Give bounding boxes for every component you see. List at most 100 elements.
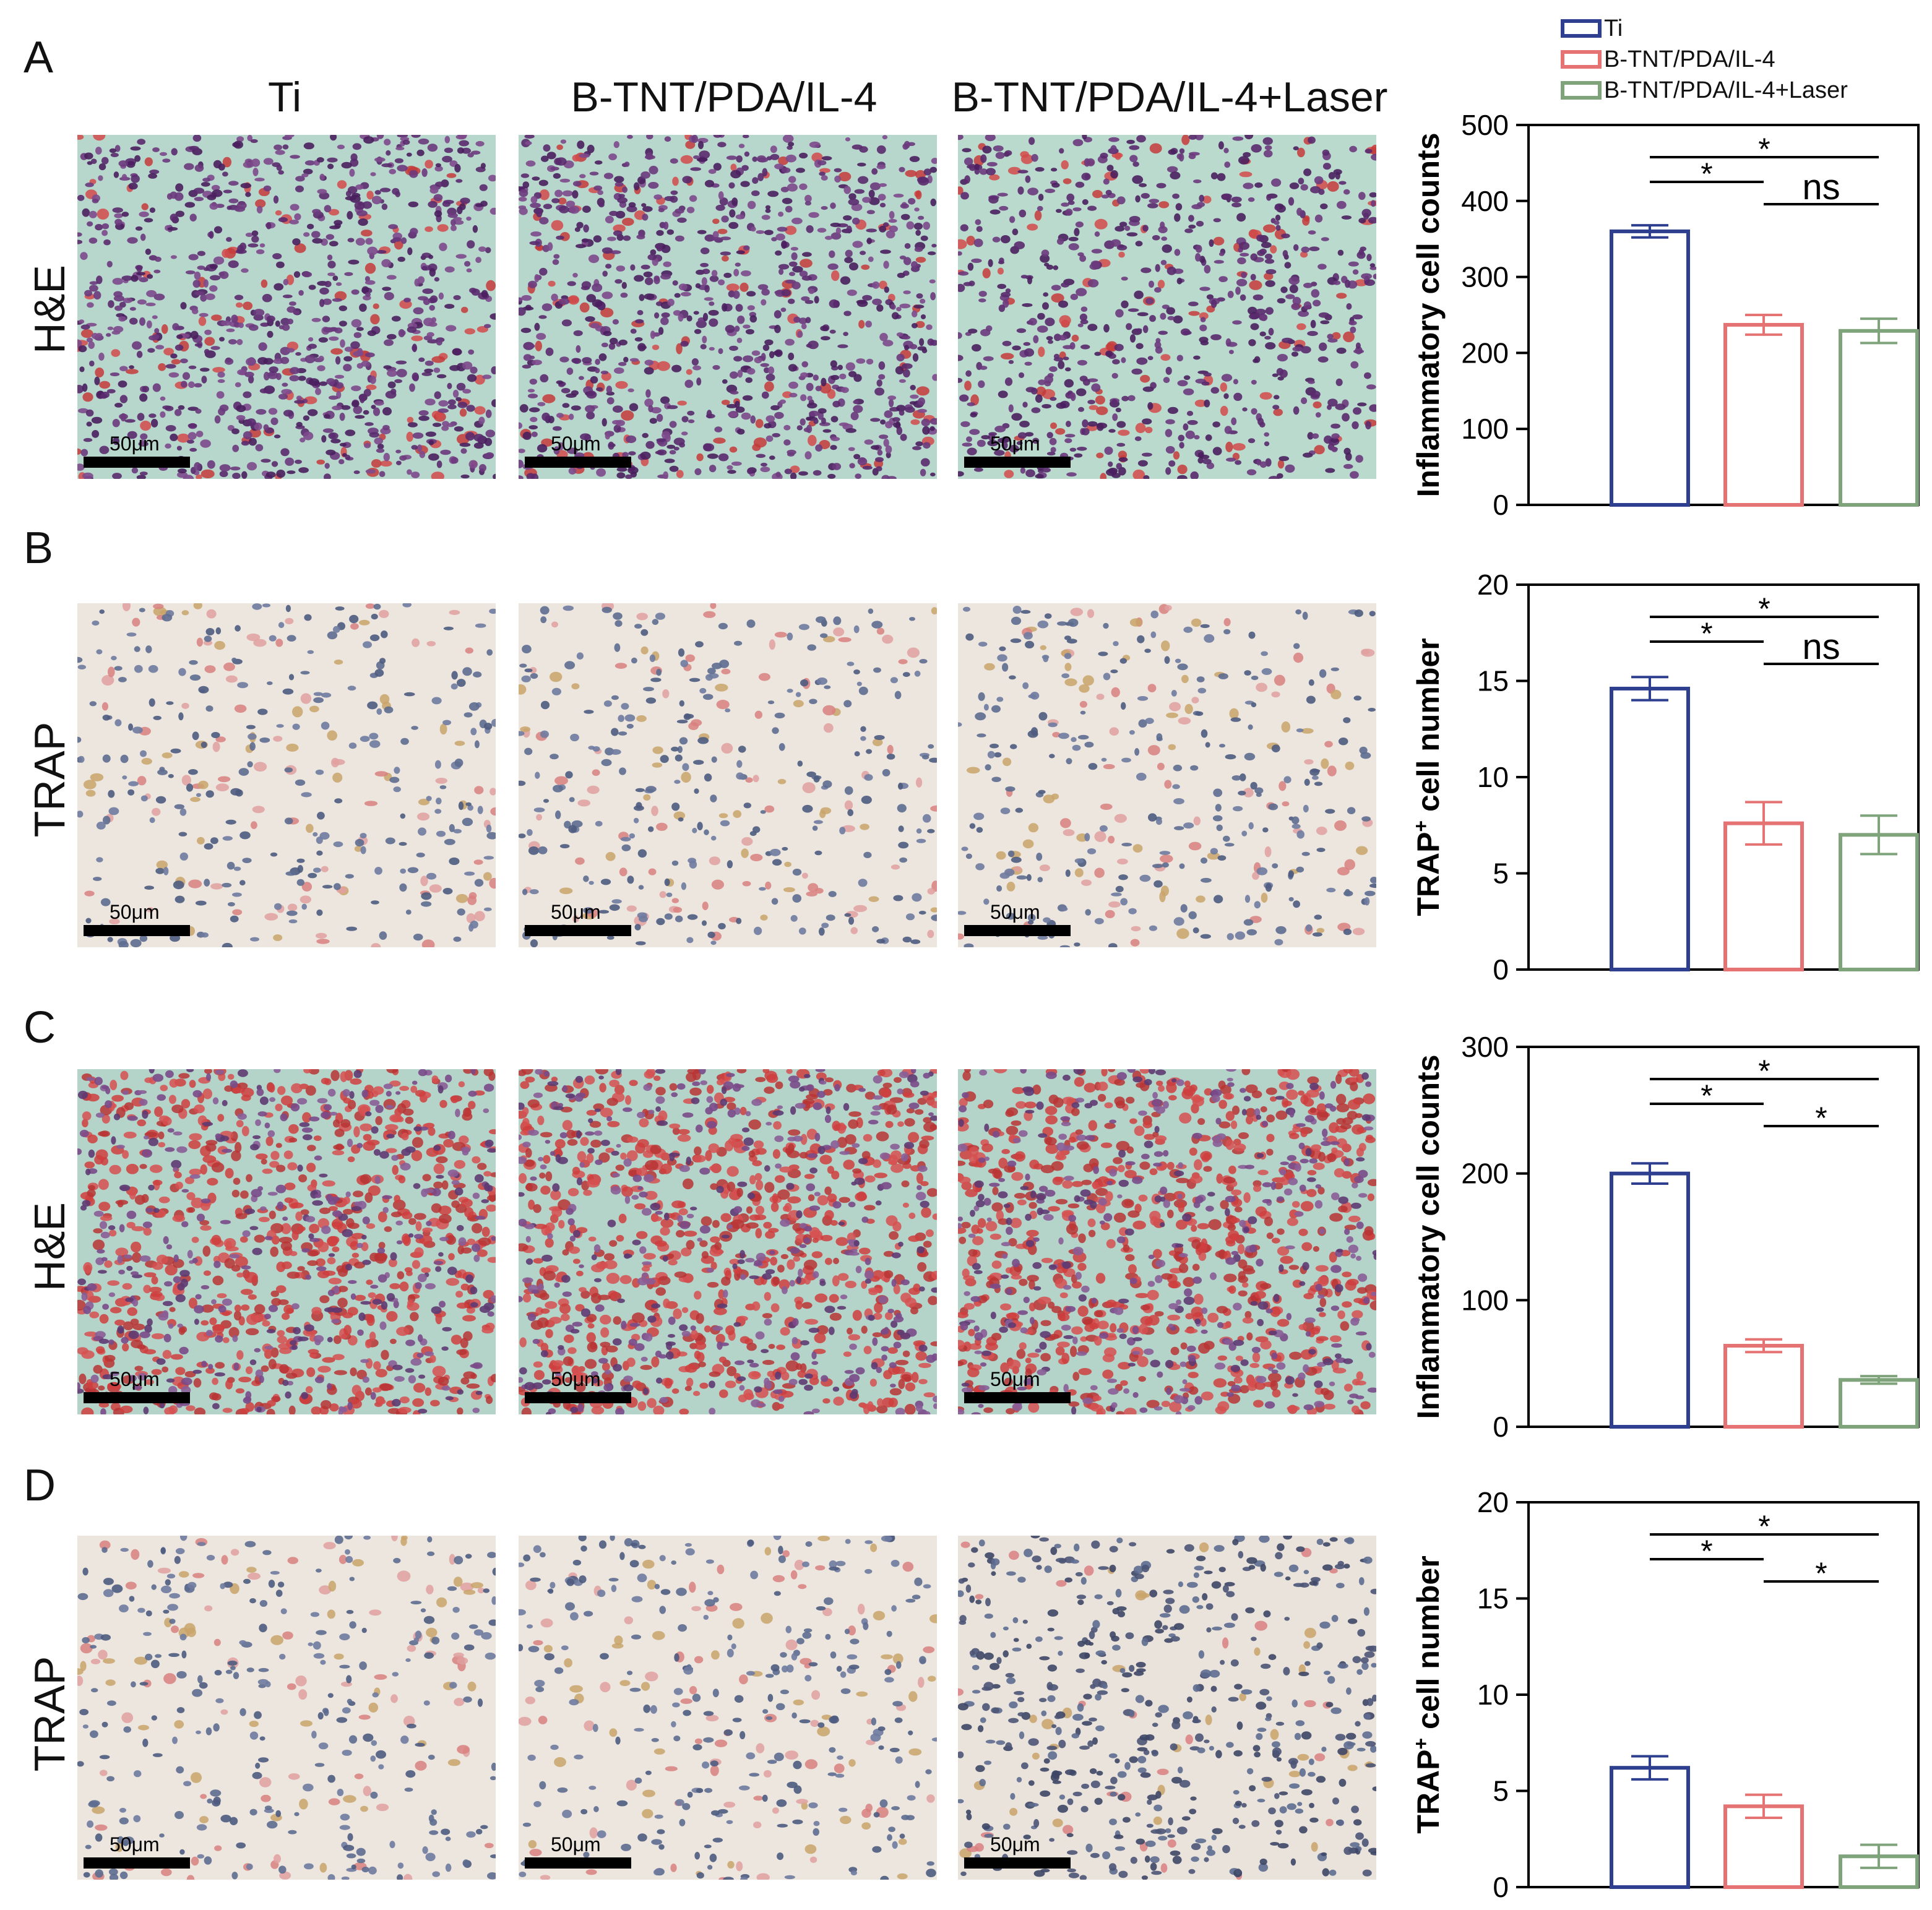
scale-bar [964, 457, 1071, 468]
chart-d-sig-label-1: * [1758, 1509, 1770, 1544]
scale-bar-label: 50μm [110, 432, 160, 455]
chart-d-ylabel-sup: + [1410, 1738, 1432, 1750]
chart-c-ytick-label: 0 [1493, 1411, 1509, 1443]
micrograph-r2-c3: 50μm [958, 603, 1376, 947]
scale-bar-label: 50μm [990, 432, 1040, 455]
chart-c-sig-label-3: * [1815, 1101, 1827, 1135]
legend-label-il4-laser: B-TNT/PDA/IL-4+Laser [1604, 77, 1848, 103]
column-title-ti: Ti [267, 74, 302, 121]
micrograph-r3-c2: 50μm [519, 1069, 937, 1414]
chart-d-ytick-label: 15 [1477, 1583, 1509, 1615]
micrograph-tissue [958, 135, 1376, 479]
scale-bar [964, 925, 1071, 936]
chart-a-bar-3 [1839, 329, 1919, 507]
panel-letter-c: C [24, 1003, 56, 1052]
chart-d-ylabel-rest: cell number [1411, 1555, 1446, 1738]
micrograph-tissue [958, 1069, 1376, 1414]
chart-b-ytick-label: 10 [1477, 761, 1509, 793]
legend-item-il4-laser: B-TNT/PDA/IL-4+Laser [1561, 77, 1848, 103]
scale-bar-label: 50μm [551, 901, 601, 923]
scale-bar-label: 50μm [990, 1833, 1040, 1856]
micrograph-r1-c2: 50μm [519, 135, 937, 479]
micrograph-r4-c3: 50μm [958, 1536, 1376, 1880]
legend-label-ti: Ti [1604, 15, 1623, 41]
chart-d-ylabel-main: TRAP [1411, 1750, 1446, 1834]
chart-a-bar-1 [1610, 229, 1690, 507]
micrograph-tissue [519, 1536, 937, 1880]
micrograph-tissue [77, 1536, 496, 1880]
chart-b-sig-label-1: * [1758, 591, 1770, 626]
micrograph-r2-c2: 50μm [519, 603, 937, 947]
micrograph-r4-c2: 50μm [519, 1536, 937, 1880]
scale-bar-label: 50μm [110, 1368, 160, 1390]
chart-b-ylabel: TRAP+ cell number [1410, 638, 1446, 916]
scale-bar [84, 1857, 190, 1869]
chart-d-ylabel: TRAP+ cell number [1410, 1555, 1446, 1833]
micrograph-tissue [958, 603, 1376, 947]
chart-b-ytick-label: 0 [1493, 953, 1509, 986]
chart-d-ytick-label: 0 [1493, 1871, 1509, 1903]
scale-bar-label: 50μm [551, 432, 601, 455]
chart-d-sig-label-3: * [1815, 1556, 1827, 1591]
chart-c-ytick-label: 100 [1461, 1284, 1509, 1316]
chart-b-ytick-label: 15 [1477, 665, 1509, 697]
chart-c-sig-label-1: * [1758, 1054, 1770, 1088]
scale-bar [525, 1392, 631, 1403]
scale-bar-label: 50μm [990, 1368, 1040, 1390]
chart-b-ylabel-rest: cell number [1411, 638, 1446, 820]
legend-swatch-il4 [1561, 50, 1602, 69]
micrograph-tissue [958, 1536, 1376, 1880]
scale-bar [525, 925, 631, 936]
scale-bar-label: 50μm [551, 1833, 601, 1856]
chart-a-ytick-label: 500 [1461, 109, 1509, 141]
chart-a-ytick-label: 300 [1461, 261, 1509, 293]
micrograph-r3-c3: 50μm [958, 1069, 1376, 1414]
chart-a-ylabel: Inflammatory cell counts [1411, 132, 1446, 497]
chart-b-sig-label-2: * [1701, 616, 1712, 651]
micrograph-tissue [77, 135, 496, 479]
scale-bar [525, 1857, 631, 1869]
scale-bar [964, 1392, 1071, 1403]
chart-b-bar-1 [1610, 686, 1690, 971]
chart-c-ylabel: Inflammatory cell counts [1411, 1054, 1446, 1419]
micrograph-r1-c1: 50μm [77, 135, 496, 479]
chart-a-sig-label-1: * [1758, 132, 1770, 166]
chart-d-sig-label-2: * [1701, 1534, 1712, 1568]
legend-swatch-il4-laser [1561, 81, 1602, 100]
scale-bar [964, 1857, 1071, 1869]
chart-a-ytick-label: 400 [1461, 185, 1509, 217]
chart-b-ytick-label: 5 [1493, 858, 1509, 890]
chart-b-ylabel-sup: + [1410, 820, 1432, 832]
scale-bar [84, 457, 190, 468]
legend-item-il4: B-TNT/PDA/IL-4 [1561, 46, 1775, 72]
chart-c-ytick-label: 300 [1461, 1031, 1509, 1063]
panel-letter-d: D [24, 1461, 56, 1510]
chart-c-sig-label-2: * [1701, 1078, 1712, 1113]
micrograph-r1-c3: 50μm [958, 135, 1376, 479]
legend-swatch-ti [1561, 19, 1602, 38]
panel-letter-a: A [24, 33, 54, 82]
column-title-il4-laser: B-TNT/PDA/IL-4+Laser [951, 74, 1388, 121]
chart-a-ytick-label: 100 [1461, 413, 1509, 445]
chart-c-bar-1 [1610, 1171, 1690, 1429]
micrograph-tissue [519, 135, 937, 479]
chart-a-bar-2 [1723, 322, 1804, 507]
micrograph-tissue [77, 603, 496, 947]
chart-a-sig-label-2: * [1701, 157, 1712, 191]
panel-letter-b: B [24, 523, 54, 573]
micrograph-tissue [77, 1069, 496, 1414]
scale-bar [84, 1392, 190, 1403]
chart-b-ytick-label: 20 [1477, 569, 1509, 601]
scale-bar-label: 50μm [110, 901, 160, 923]
legend-label-il4: B-TNT/PDA/IL-4 [1604, 46, 1775, 72]
chart-a-sig-label-3: ns [1802, 167, 1840, 207]
scale-bar-label: 50μm [110, 1833, 160, 1856]
chart-a-ytick-label: 200 [1461, 337, 1509, 369]
micrograph-r4-c1: 50μm [77, 1536, 496, 1880]
chart-a-ytick-label: 0 [1493, 489, 1509, 521]
chart-d-bar-1 [1610, 1766, 1690, 1889]
chart-d-ytick-label: 20 [1477, 1486, 1509, 1518]
scale-bar [84, 925, 190, 936]
legend-item-ti: Ti [1561, 15, 1623, 41]
